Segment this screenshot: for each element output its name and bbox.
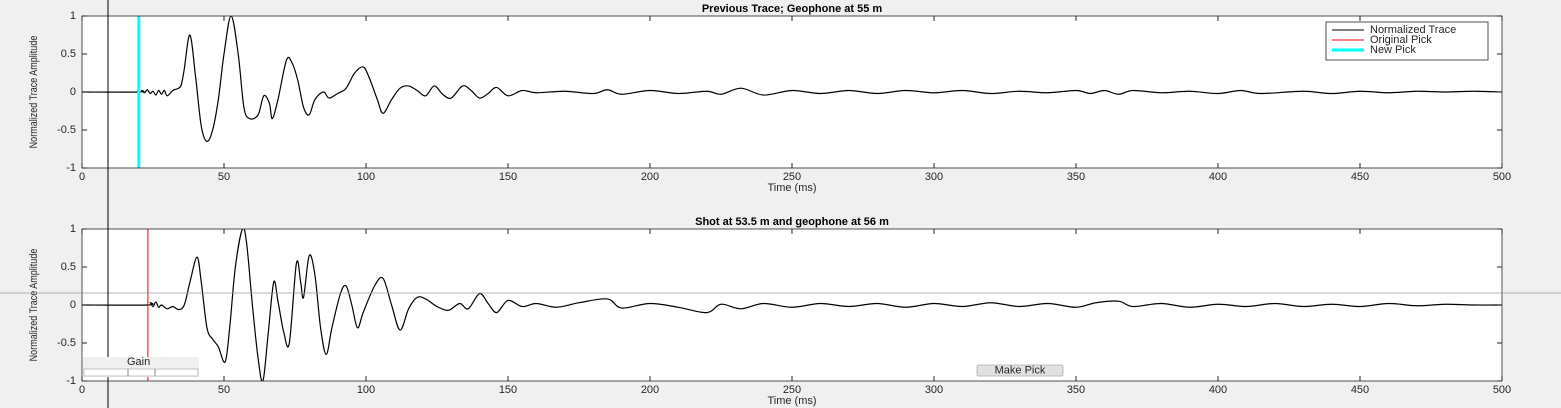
x-tick-label: 250 xyxy=(783,171,801,183)
x-tick-label: 250 xyxy=(783,384,801,396)
plot-area xyxy=(82,16,1502,168)
x-tick-label: 100 xyxy=(357,171,375,183)
x-tick-label: 350 xyxy=(1067,384,1085,396)
trace-line xyxy=(82,229,1502,381)
x-tick-label: 150 xyxy=(499,171,517,183)
axes-box xyxy=(81,228,1503,382)
x-tick-label: 300 xyxy=(925,384,943,396)
x-tick-label: 500 xyxy=(1493,384,1511,396)
x-tick-label: 500 xyxy=(1493,171,1511,183)
y-tick-label: -1 xyxy=(66,375,76,387)
chart-title: Shot at 53.5 m and geophone at 56 m xyxy=(695,216,889,228)
y-axis-label: Normalized Trace Amplitude xyxy=(28,248,40,361)
chart-title: Previous Trace; Geophone at 55 m xyxy=(702,3,883,15)
y-tick-label: 0 xyxy=(70,299,76,311)
y-tick-label: 0 xyxy=(70,86,76,98)
x-tick-label: 0 xyxy=(79,384,85,396)
y-tick-label: -0.5 xyxy=(57,124,76,136)
x-tick-label: 450 xyxy=(1351,384,1369,396)
x-tick-label: 400 xyxy=(1209,384,1227,396)
y-tick-label: 1 xyxy=(70,223,76,235)
x-tick-label: 200 xyxy=(641,384,659,396)
y-tick-label: 0.5 xyxy=(61,48,76,60)
y-tick-label: -1 xyxy=(66,162,76,174)
x-tick-label: 100 xyxy=(357,384,375,396)
x-tick-label: 400 xyxy=(1209,171,1227,183)
trace-line xyxy=(82,16,1502,143)
x-tick-label: 150 xyxy=(499,384,517,396)
button-face[interactable] xyxy=(976,364,1064,377)
x-axis-label: Time (ms) xyxy=(767,395,816,407)
y-axis-label: Normalized Trace Amplitude xyxy=(28,35,40,148)
y-tick-label: 1 xyxy=(70,10,76,22)
legend-label: New Pick xyxy=(1370,44,1416,56)
axes-box xyxy=(81,15,1503,169)
x-tick-label: 0 xyxy=(79,171,85,183)
y-tick-label: -0.5 xyxy=(57,337,76,349)
x-tick-label: 300 xyxy=(925,171,943,183)
make-pick-button[interactable]: Make Pick xyxy=(976,364,1064,377)
x-tick-label: 200 xyxy=(641,171,659,183)
x-tick-label: 50 xyxy=(218,384,230,396)
x-tick-label: 450 xyxy=(1351,171,1369,183)
button-label[interactable]: Make Pick xyxy=(995,364,1046,376)
gain-label: Gain xyxy=(127,356,150,368)
x-axis-label: Time (ms) xyxy=(767,182,816,194)
slider-track[interactable] xyxy=(83,368,199,377)
x-tick-label: 350 xyxy=(1067,171,1085,183)
x-tick-label: 50 xyxy=(218,171,230,183)
legend-label: Original Pick xyxy=(1370,34,1432,46)
legend-box xyxy=(1325,21,1489,61)
plot-area xyxy=(82,229,1502,381)
y-tick-label: 0.5 xyxy=(61,261,76,273)
gain-slider[interactable] xyxy=(83,368,199,377)
legend-label: Normalized Trace xyxy=(1370,24,1456,36)
axes-background xyxy=(82,16,1502,168)
